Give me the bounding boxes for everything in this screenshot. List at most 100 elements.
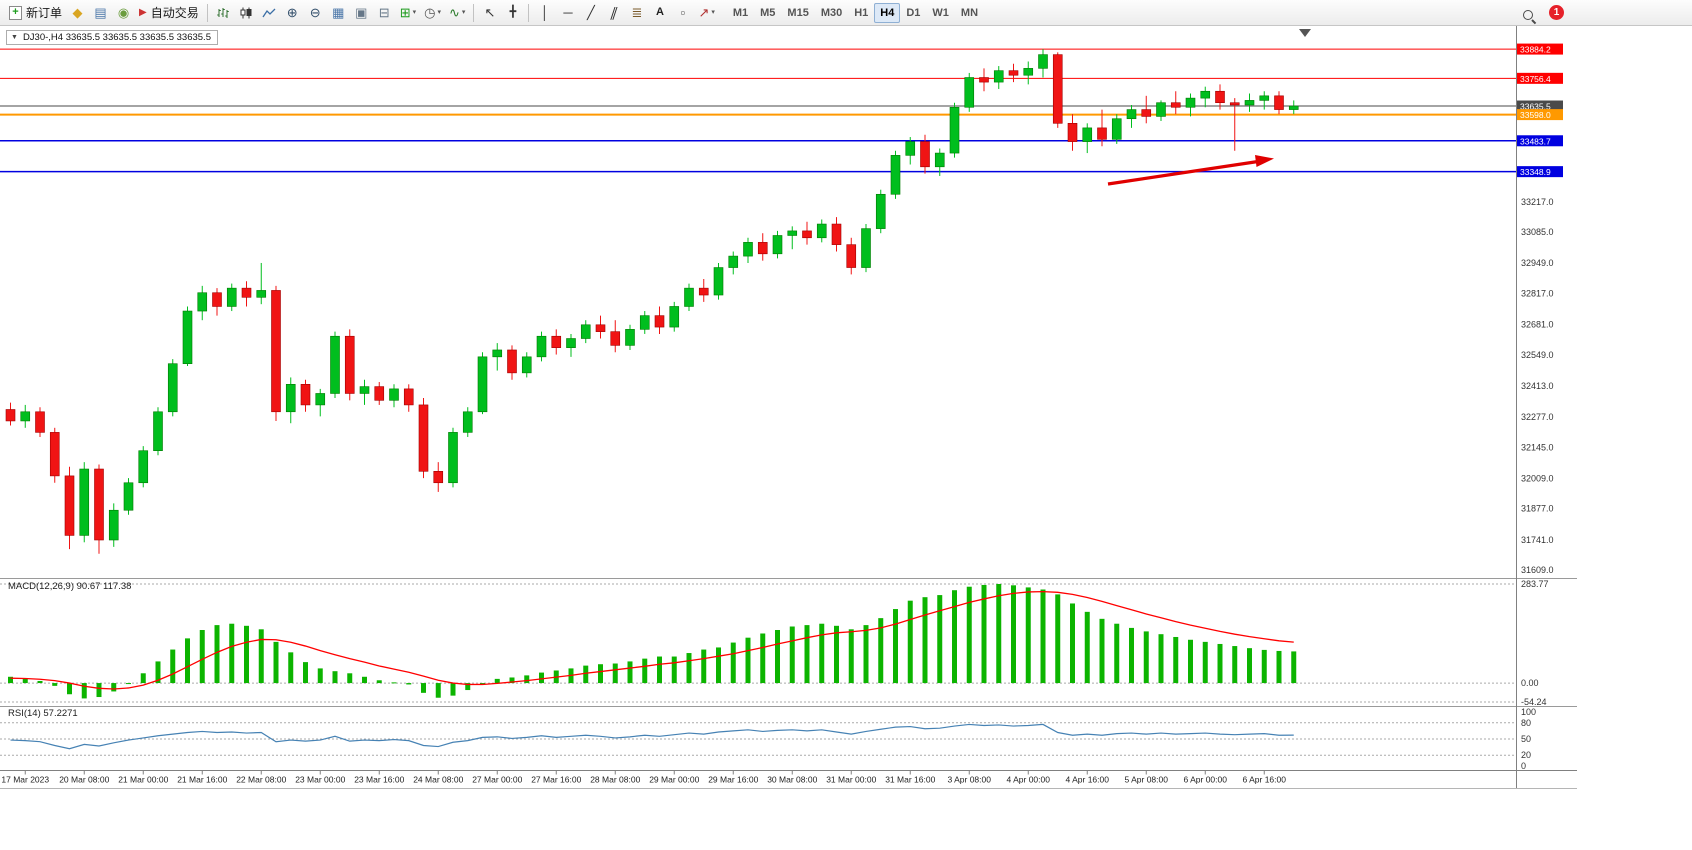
market-watch-button[interactable]: ▤ (89, 2, 112, 24)
macd-axis-tick: 0.00 (1521, 678, 1539, 688)
autotrading-button[interactable]: ▶ 自动交易 (135, 2, 203, 24)
horizontal-line-button[interactable]: ─ (556, 2, 579, 24)
price-axis-tick: 32949.0 (1521, 258, 1554, 268)
new-order-button[interactable]: + 新订单 (5, 2, 66, 24)
chart-shift-marker-icon[interactable] (1299, 29, 1311, 37)
time-axis-label[interactable]: 24 Mar 08:00 (413, 775, 463, 785)
timeframe-w1[interactable]: W1 (932, 6, 949, 19)
timeframe-h1[interactable]: H1 (854, 6, 869, 19)
price-axis-tick: 32277.0 (1521, 412, 1554, 422)
candle (1288, 105, 1299, 110)
time-axis-label[interactable]: 21 Mar 16:00 (177, 775, 227, 785)
time-axis-label[interactable]: 21 Mar 00:00 (118, 775, 168, 785)
price-badge (1517, 72, 1563, 84)
candle (846, 244, 857, 268)
macd-bar (288, 652, 294, 684)
timeframe-m15[interactable]: M15 (787, 6, 809, 19)
candle (20, 411, 31, 422)
timeframe-h4[interactable]: H4 (874, 2, 901, 23)
search-button[interactable] (1517, 5, 1540, 27)
cursor-button[interactable]: ↖ (478, 2, 501, 24)
price-badge (1517, 100, 1563, 112)
price-axis-tick: 32681.0 (1521, 320, 1554, 330)
macd-bar (214, 625, 220, 684)
time-axis-label[interactable]: 23 Mar 16:00 (354, 775, 404, 785)
label-tool-icon: ▫ (680, 5, 686, 20)
price-badge (1517, 109, 1563, 121)
one-click-trading-toggle[interactable]: ▼ (11, 34, 18, 41)
time-axis-label[interactable]: 6 Apr 00:00 (1184, 775, 1228, 785)
period-clock-button[interactable]: ◷ ▾ (420, 2, 445, 24)
text-tool-button[interactable]: A (648, 2, 671, 24)
time-axis-label[interactable]: 29 Mar 16:00 (708, 775, 758, 785)
horizontal-line-icon: ─ (563, 5, 573, 20)
trend-arrow[interactable] (1107, 155, 1274, 186)
candle (831, 223, 842, 245)
candlestick-chart-button[interactable] (235, 2, 258, 24)
candle (743, 242, 753, 257)
cascade-windows-button[interactable]: ▣ (350, 2, 373, 24)
indicators-icon: ∿ (449, 5, 460, 20)
line-chart-button[interactable] (258, 2, 281, 24)
time-axis-label[interactable]: 30 Mar 08:00 (767, 775, 817, 785)
price-badge-label: 33483.7 (1520, 136, 1551, 146)
time-axis-label[interactable]: 29 Mar 00:00 (649, 775, 699, 785)
arrows-tool-button[interactable]: ↗ ▾ (694, 2, 718, 24)
new-chart-icon: ⊞ (399, 5, 411, 20)
bar-chart-button[interactable] (212, 2, 235, 24)
rsi-line (10, 723, 1294, 750)
time-axis-label[interactable]: 4 Apr 00:00 (1007, 775, 1051, 785)
trendline-button[interactable]: ╱ (579, 2, 602, 24)
candle (5, 409, 16, 422)
zoom-in-button[interactable]: ⊕ (281, 2, 304, 24)
time-axis-label[interactable]: 27 Mar 00:00 (472, 775, 522, 785)
time-axis-label[interactable]: 20 Mar 08:00 (59, 775, 109, 785)
autotrading-icon: ▶ (139, 6, 147, 18)
time-axis-label[interactable]: 31 Mar 00:00 (826, 775, 876, 785)
clock-icon: ◷ (424, 5, 436, 20)
timeframe-m30[interactable]: M30 (820, 6, 843, 19)
market-watch-icon: ▤ (94, 5, 107, 20)
time-axis-label[interactable]: 4 Apr 16:00 (1066, 775, 1110, 785)
timeframe-mn[interactable]: MN (960, 6, 979, 19)
channel-button[interactable]: ∥ (602, 2, 625, 24)
zoom-out-button[interactable]: ⊖ (304, 2, 327, 24)
arrange-windows-icon: ⊟ (378, 5, 390, 20)
new-chart-button[interactable]: ⊞ ▾ (396, 2, 420, 24)
arrange-windows-button[interactable]: ⊟ (373, 2, 396, 24)
candle (875, 193, 886, 229)
indicators-button[interactable]: ∿ ▾ (445, 2, 469, 24)
time-axis-label[interactable]: 5 Apr 08:00 (1125, 775, 1169, 785)
time-axis-label[interactable]: 28 Mar 08:00 (590, 775, 640, 785)
time-axis-label[interactable]: 22 Mar 08:00 (236, 775, 286, 785)
notification-badge[interactable]: 1 (1549, 5, 1564, 20)
macd-bar (1158, 634, 1164, 684)
vertical-line-button[interactable]: │ (533, 2, 556, 24)
candle (536, 335, 547, 358)
fibonacci-button[interactable]: ≣ (625, 2, 648, 24)
profiles-button[interactable]: ◆ (66, 2, 89, 24)
candle (418, 404, 429, 472)
time-axis-label[interactable]: 31 Mar 16:00 (885, 775, 935, 785)
timeframe-d1[interactable]: D1 (906, 6, 921, 19)
label-tool-button[interactable]: ▫ (671, 2, 694, 24)
time-axis-label[interactable]: 6 Apr 16:00 (1243, 775, 1287, 785)
time-axis-label[interactable]: 23 Mar 00:00 (295, 775, 345, 785)
candle (1126, 109, 1137, 120)
rsi-name: RSI(14) (8, 708, 41, 719)
timeframe-m1[interactable]: M1 (732, 6, 749, 19)
time-axis-label[interactable]: 17 Mar 2023 (1, 775, 49, 785)
macd-signal-line (10, 590, 1294, 690)
timeframe-m5[interactable]: M5 (760, 6, 776, 19)
trendline-icon: ╱ (587, 5, 595, 20)
candle (330, 335, 340, 394)
chevron-down-icon: ▾ (711, 9, 715, 16)
time-axis-label[interactable]: 27 Mar 16:00 (531, 775, 581, 785)
macd-bar (52, 683, 58, 686)
tile-windows-button[interactable]: ▦ (327, 2, 350, 24)
community-button[interactable]: ◉ (112, 2, 135, 24)
rsi-axis-tick: 20 (1521, 750, 1531, 760)
time-axis-label[interactable]: 3 Apr 08:00 (948, 775, 992, 785)
crosshair-button[interactable]: ╋ (501, 2, 524, 24)
